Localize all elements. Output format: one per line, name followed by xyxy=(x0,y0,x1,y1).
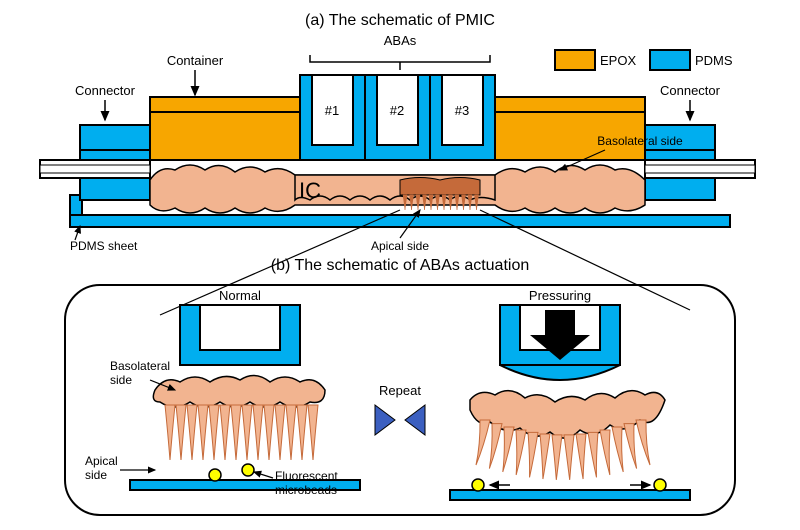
ic-label: IC xyxy=(299,178,321,203)
apical-label-top: Apical side xyxy=(371,239,429,253)
normal-actuator xyxy=(130,305,360,490)
repeat-arrow-right xyxy=(405,405,425,435)
connector-label-left: Connector xyxy=(75,83,136,98)
microbead xyxy=(209,469,221,481)
abas-label: ABAs xyxy=(384,33,417,48)
title-b: (b) The schematic of ABAs actuation xyxy=(271,257,530,274)
legend-pdms-swatch xyxy=(650,50,690,70)
apical-label-b1: Apical xyxy=(85,454,118,468)
basolateral-label-top: Basolateral side xyxy=(597,134,683,148)
pmic-cross-section: #1 #2 #3 IC xyxy=(40,75,755,227)
svg-text:#2: #2 xyxy=(390,103,404,118)
microbeads-label-2: microbeads xyxy=(275,483,337,497)
microbead xyxy=(242,464,254,476)
pressuring-actuator xyxy=(450,305,690,500)
pdms-sheet-label: PDMS sheet xyxy=(70,239,138,253)
abas-brace xyxy=(310,55,490,70)
normal-label: Normal xyxy=(219,288,261,303)
connector-label-right: Connector xyxy=(660,83,721,98)
microbeads-arrow xyxy=(254,472,273,478)
svg-text:#1: #1 xyxy=(325,103,339,118)
repeat-label: Repeat xyxy=(379,383,421,398)
repeat-arrow-left xyxy=(375,405,395,435)
legend-epox-swatch xyxy=(555,50,595,70)
legend-epox-label: EPOX xyxy=(600,53,636,68)
basolateral-label-b1: Basolateral xyxy=(110,359,170,373)
microbeads-label-1: Fluorescent xyxy=(275,469,338,483)
basolateral-label-b2: side xyxy=(110,373,132,387)
svg-text:#3: #3 xyxy=(455,103,469,118)
pdms-sheet-arrow xyxy=(75,226,80,240)
pressuring-label: Pressuring xyxy=(529,288,591,303)
apical-label-b2: side xyxy=(85,468,107,482)
title-a: (a) The schematic of PMIC xyxy=(305,12,495,29)
container-label: Container xyxy=(167,53,224,68)
legend-pdms-label: PDMS xyxy=(695,53,733,68)
